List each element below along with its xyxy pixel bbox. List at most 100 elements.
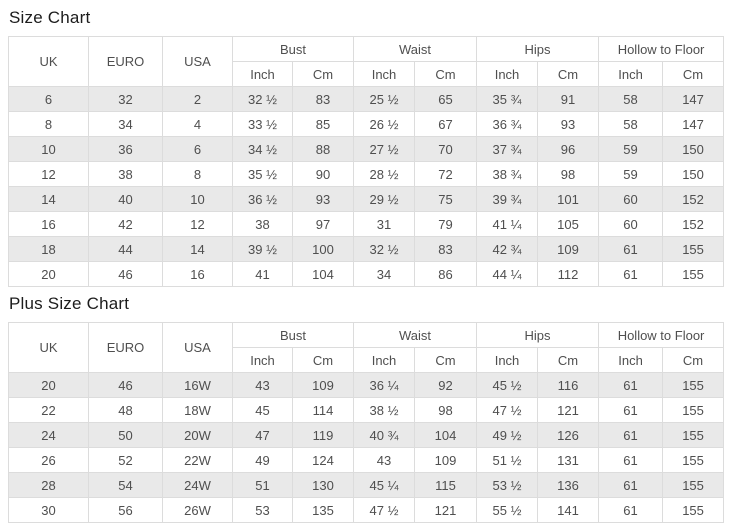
table-cell: 155 [662, 236, 725, 262]
table-cell: 61 [598, 422, 664, 448]
table-cell: 18 [8, 236, 89, 262]
table-cell: 26 ½ [353, 111, 416, 137]
table-cell: 155 [662, 497, 725, 523]
table-row: 10 36 6 34 ½ 88 27 ½ 70 37 ¾ 96 59 150 [8, 136, 725, 162]
table-cell: 37 ¾ [476, 136, 539, 162]
unit-header-cm: Cm [537, 61, 600, 87]
table-cell: 96 [537, 136, 600, 162]
group-header-hips: Hips [476, 36, 600, 62]
table-cell: 41 [232, 261, 293, 287]
column-header-uk: UK [8, 36, 89, 87]
table-cell: 6 [8, 86, 89, 112]
table-cell: 119 [291, 422, 355, 448]
table-cell: 47 ½ [476, 397, 539, 423]
table-cell: 61 [598, 397, 664, 423]
table-cell: 61 [598, 261, 664, 287]
table-cell: 56 [88, 497, 163, 523]
table-cell: 28 ½ [353, 161, 416, 187]
table-cell: 101 [537, 186, 600, 212]
table-row: 6 32 2 32 ½ 83 25 ½ 65 35 ¾ 91 58 147 [8, 86, 725, 112]
table-cell: 10 [162, 186, 233, 212]
table-cell: 100 [291, 236, 355, 262]
table-row: 8 34 4 33 ½ 85 26 ½ 67 36 ¾ 93 58 147 [8, 111, 725, 137]
table-cell: 83 [414, 236, 478, 262]
table-cell: 141 [537, 497, 600, 523]
table-cell: 38 [88, 161, 163, 187]
table-cell: 114 [291, 397, 355, 423]
table-cell: 22 [8, 397, 89, 423]
table-cell: 36 ½ [232, 186, 293, 212]
table-cell: 88 [291, 136, 355, 162]
table-cell: 45 ½ [476, 372, 539, 398]
table-cell: 65 [414, 86, 478, 112]
table-cell: 8 [8, 111, 89, 137]
table-cell: 46 [88, 261, 163, 287]
unit-header-cm: Cm [291, 347, 355, 373]
table-cell: 34 [88, 111, 163, 137]
table-row: 20 46 16 41 104 34 86 44 ¼ 112 61 155 [8, 261, 725, 287]
group-header-waist: Waist [353, 36, 478, 62]
table-cell: 98 [537, 161, 600, 187]
table-cell: 51 [232, 472, 293, 498]
table-cell: 85 [291, 111, 355, 137]
table-cell: 136 [537, 472, 600, 498]
table-row: 22 48 18W 45 114 38 ½ 98 47 ½ 121 61 155 [8, 397, 725, 423]
table-cell: 32 ½ [353, 236, 416, 262]
table-cell: 67 [414, 111, 478, 137]
table-cell: 16 [8, 211, 89, 237]
table-cell: 126 [537, 422, 600, 448]
header-row-units: Inch Cm Inch Cm Inch Cm Inch Cm [9, 347, 725, 373]
table-cell: 49 ½ [476, 422, 539, 448]
column-header-usa: USA [162, 36, 233, 87]
table-cell: 44 ¼ [476, 261, 539, 287]
table-row: 26 52 22W 49 124 43 109 51 ½ 131 61 155 [8, 447, 725, 473]
table-cell: 36 ¾ [476, 111, 539, 137]
table-cell: 104 [414, 422, 478, 448]
group-header-waist: Waist [353, 322, 478, 348]
table-cell: 45 ¼ [353, 472, 416, 498]
table-cell: 152 [662, 186, 725, 212]
table-cell: 50 [88, 422, 163, 448]
table-cell: 26 [8, 447, 89, 473]
table-cell: 39 ¾ [476, 186, 539, 212]
table-cell: 52 [88, 447, 163, 473]
table-cell: 47 ½ [353, 497, 416, 523]
table-cell: 58 [598, 86, 664, 112]
table-cell: 8 [162, 161, 233, 187]
group-header-bust: Bust [231, 322, 355, 348]
unit-header-inch: Inch [232, 347, 293, 373]
table-cell: 115 [414, 472, 478, 498]
table-cell: 61 [598, 472, 664, 498]
table-cell: 98 [414, 397, 478, 423]
table-cell: 27 ½ [353, 136, 416, 162]
table-cell: 32 [88, 86, 163, 112]
unit-header-cm: Cm [537, 347, 600, 373]
table-cell: 135 [291, 497, 355, 523]
unit-header-inch: Inch [598, 61, 664, 87]
size-chart-section: Size Chart UK EURO USA Bust Waist Hips Hollow … [8, 4, 725, 287]
group-header-hollow-to-floor: Hollow to Floor [598, 36, 725, 62]
column-header-uk: UK [8, 322, 89, 373]
plus-size-chart-table: UK EURO USA Bust Waist Hips Hollow to Floor Inc… [8, 322, 725, 523]
table-cell: 109 [414, 447, 478, 473]
table-cell: 61 [598, 497, 664, 523]
table-cell: 155 [662, 372, 725, 398]
table-cell: 20 [8, 261, 89, 287]
table-cell: 86 [414, 261, 478, 287]
column-header-euro: EURO [88, 36, 163, 87]
table-cell: 92 [414, 372, 478, 398]
table-cell: 91 [537, 86, 600, 112]
table-cell: 93 [537, 111, 600, 137]
table-cell: 4 [162, 111, 233, 137]
table-cell: 90 [291, 161, 355, 187]
table-row: 14 40 10 36 ½ 93 29 ½ 75 39 ¾ 101 60 152 [8, 186, 725, 212]
table-cell: 155 [662, 422, 725, 448]
table-cell: 24 [8, 422, 89, 448]
group-header-hollow-to-floor: Hollow to Floor [598, 322, 725, 348]
table-cell: 83 [291, 86, 355, 112]
table-cell: 93 [291, 186, 355, 212]
size-chart-table: UK EURO USA Bust Waist Hips Hollow to Floor Inc… [8, 36, 725, 287]
table-cell: 150 [662, 136, 725, 162]
table-cell: 2 [162, 86, 233, 112]
